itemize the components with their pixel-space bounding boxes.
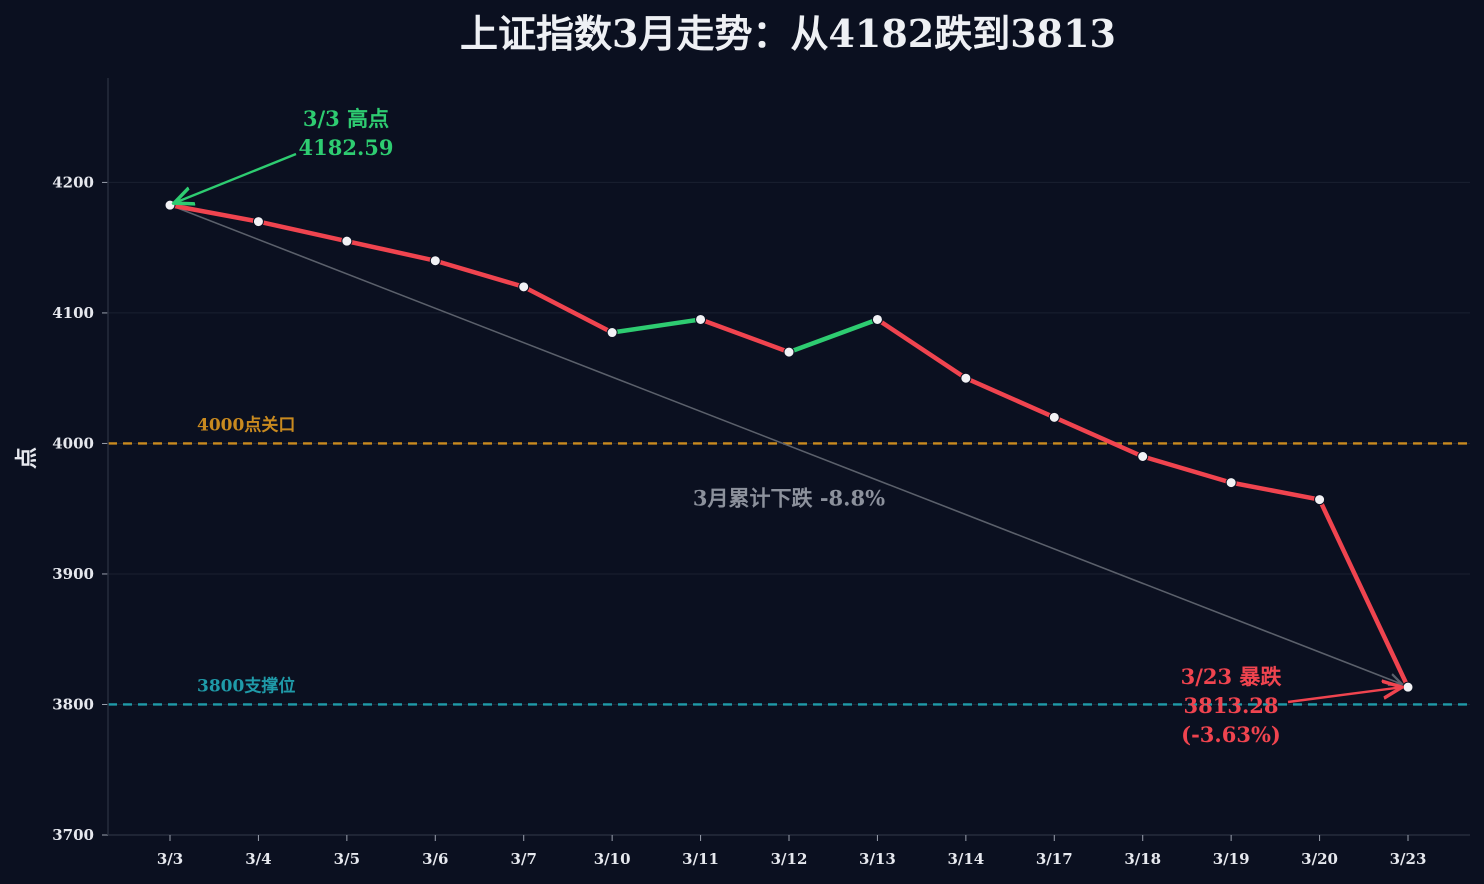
data-point: [960, 372, 972, 384]
trend-arrow: [169, 204, 1402, 684]
x-tick-label: 3/13: [859, 850, 896, 868]
x-tick-label: 3/11: [682, 850, 719, 868]
x-tick-label: 3/12: [771, 850, 808, 868]
series-segment: [1228, 480, 1322, 502]
data-point: [1048, 411, 1060, 423]
data-point: [871, 313, 883, 325]
annotation-line: (-3.63%): [1181, 722, 1281, 747]
data-point: [341, 235, 353, 247]
trend-label: 3月累计下跌 -8.8%: [693, 486, 885, 511]
chart-title: 上证指数3月走势：从4182跌到3813: [460, 11, 1116, 56]
x-tick-label: 3/5: [334, 850, 360, 868]
x-tick-label: 3/18: [1124, 850, 1161, 868]
series-segment: [609, 317, 703, 335]
annotation-label: 3/23 暴跌 3813.28 (-3.63%): [1181, 664, 1283, 747]
x-tick-label: 3/6: [422, 850, 448, 868]
series-segment: [521, 284, 615, 335]
data-point: [606, 327, 618, 339]
reference-line-label: 4000点关口: [197, 414, 295, 435]
annotation-line: 3/23 暴跌: [1181, 664, 1283, 689]
x-tick-label: 3/3: [157, 850, 183, 868]
data-point: [429, 255, 441, 267]
x-tick-label: 3/23: [1390, 850, 1427, 868]
annotation-line: 3813.28: [1184, 693, 1279, 718]
annotation-line: 3/3 高点: [303, 106, 389, 131]
series-segment: [1052, 415, 1145, 459]
x-tick-label: 3/10: [594, 850, 631, 868]
y-tick-label: 4100: [52, 304, 94, 322]
data-point: [1137, 451, 1149, 462]
series-segment: [963, 375, 1057, 420]
data-point: [518, 281, 530, 293]
y-tick-label: 4200: [52, 173, 94, 191]
annotation-arrow: [174, 152, 297, 203]
series-segment: [1140, 454, 1234, 485]
data-point: [783, 346, 795, 358]
x-tick-label: 3/17: [1036, 850, 1073, 868]
series-segment: [786, 317, 880, 355]
data-point: [1225, 477, 1237, 489]
y-tick-label: 3900: [52, 565, 94, 583]
series-segment: [1317, 497, 1411, 690]
data-point: [252, 216, 264, 228]
annotation-label: 3/3 高点 4182.59: [299, 106, 394, 160]
x-tick-label: 3/14: [947, 850, 984, 868]
reference-line-label: 3800支撑位: [197, 675, 295, 696]
series-segment: [167, 202, 261, 224]
data-point: [695, 313, 707, 325]
data-point: [1314, 494, 1326, 506]
data-point: [1402, 681, 1414, 693]
x-tick-label: 3/4: [245, 850, 271, 868]
x-tick-label: 3/19: [1213, 850, 1250, 868]
y-tick-label: 3800: [52, 695, 94, 713]
series-segment: [698, 317, 792, 355]
series-segment: [875, 317, 969, 381]
annotation-arrow: [1287, 687, 1402, 704]
annotation-line: 4182.59: [299, 135, 394, 160]
x-tick-label: 3/7: [511, 850, 537, 868]
y-tick-label: 3700: [52, 826, 94, 844]
series-segment: [433, 258, 526, 290]
x-tick-label: 3/20: [1301, 850, 1338, 868]
series-segment: [344, 238, 438, 263]
series-segment: [256, 219, 350, 244]
y-tick-label: 4000: [52, 434, 94, 452]
data-point: [164, 199, 176, 211]
y-axis-label: 点: [14, 447, 40, 469]
